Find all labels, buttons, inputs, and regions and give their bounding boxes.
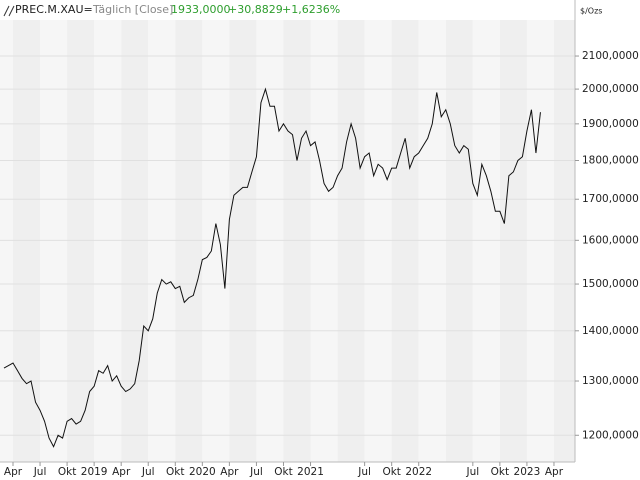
stripe — [13, 20, 41, 462]
y-tick-label: 2100,0000 — [582, 50, 639, 62]
price-line — [3, 87, 541, 448]
stripe — [472, 20, 500, 462]
stripe — [445, 20, 473, 462]
stripe — [364, 20, 392, 462]
x-tick-label: Jul — [465, 466, 479, 478]
y-tick-label: 1600,0000 — [582, 234, 639, 246]
stripe — [148, 20, 176, 462]
header-bg — [0, 0, 575, 20]
x-tick-label: Okt — [166, 466, 184, 478]
y-tick-label: 1300,0000 — [582, 375, 639, 387]
symbol: PREC.M.XAU= — [15, 3, 93, 16]
stripe — [202, 20, 230, 462]
stripe — [175, 20, 203, 462]
y-tick-label: 1800,0000 — [582, 154, 639, 166]
x-tick-label: 2020 — [189, 466, 216, 478]
y-tick-label: 1400,0000 — [582, 325, 639, 337]
stripe — [40, 20, 68, 462]
y-tick-label: 2000,0000 — [582, 83, 639, 95]
x-tick-label: 2022 — [405, 466, 432, 478]
x-tick-label: Jul — [33, 466, 47, 478]
stripe — [337, 20, 365, 462]
x-tick-label: Apr — [545, 466, 564, 478]
interval: Täglich [Close] — [92, 3, 173, 16]
stripe — [418, 20, 446, 462]
grid — [0, 55, 575, 436]
stripe — [121, 20, 149, 462]
x-tick-label: Okt — [58, 466, 76, 478]
unit: $/Ozs — [580, 7, 602, 16]
stripe — [0, 20, 13, 462]
x-tick-label: 2019 — [81, 466, 108, 478]
x-tick-label: Apr — [112, 466, 131, 478]
x-tick-label: Apr — [220, 466, 239, 478]
last-price: 1933,0000 — [171, 3, 231, 16]
stripe — [499, 20, 527, 462]
change: +30,8829 — [228, 3, 283, 16]
stripe — [94, 20, 122, 462]
x-tick-label: Okt — [491, 466, 509, 478]
y-tick-label: 1500,0000 — [582, 278, 639, 290]
stripe — [526, 20, 554, 462]
x-tick-label: 2021 — [297, 466, 324, 478]
plot — [3, 87, 541, 448]
stripe — [67, 20, 95, 462]
x-tick-label: 2023 — [514, 466, 541, 478]
stripe — [553, 20, 575, 462]
change-pct: +1,6236% — [282, 3, 340, 16]
stripe — [283, 20, 311, 462]
x-tick-label: Jul — [249, 466, 263, 478]
x-tick-label: Okt — [274, 466, 292, 478]
stripe — [310, 20, 338, 462]
y-tick-label: 1700,0000 — [582, 193, 639, 205]
stripe — [391, 20, 419, 462]
x-tick-label: Apr — [4, 466, 23, 478]
stripe — [229, 20, 257, 462]
stripe — [256, 20, 284, 462]
x-tick-label: Okt — [382, 466, 400, 478]
y-tick-label: 1200,0000 — [582, 429, 639, 441]
x-tick-label: Jul — [357, 466, 371, 478]
y-tick-label: 1900,0000 — [582, 118, 639, 130]
stripes — [0, 20, 575, 462]
line-icon — [3, 5, 15, 17]
x-tick-label: Jul — [141, 466, 155, 478]
